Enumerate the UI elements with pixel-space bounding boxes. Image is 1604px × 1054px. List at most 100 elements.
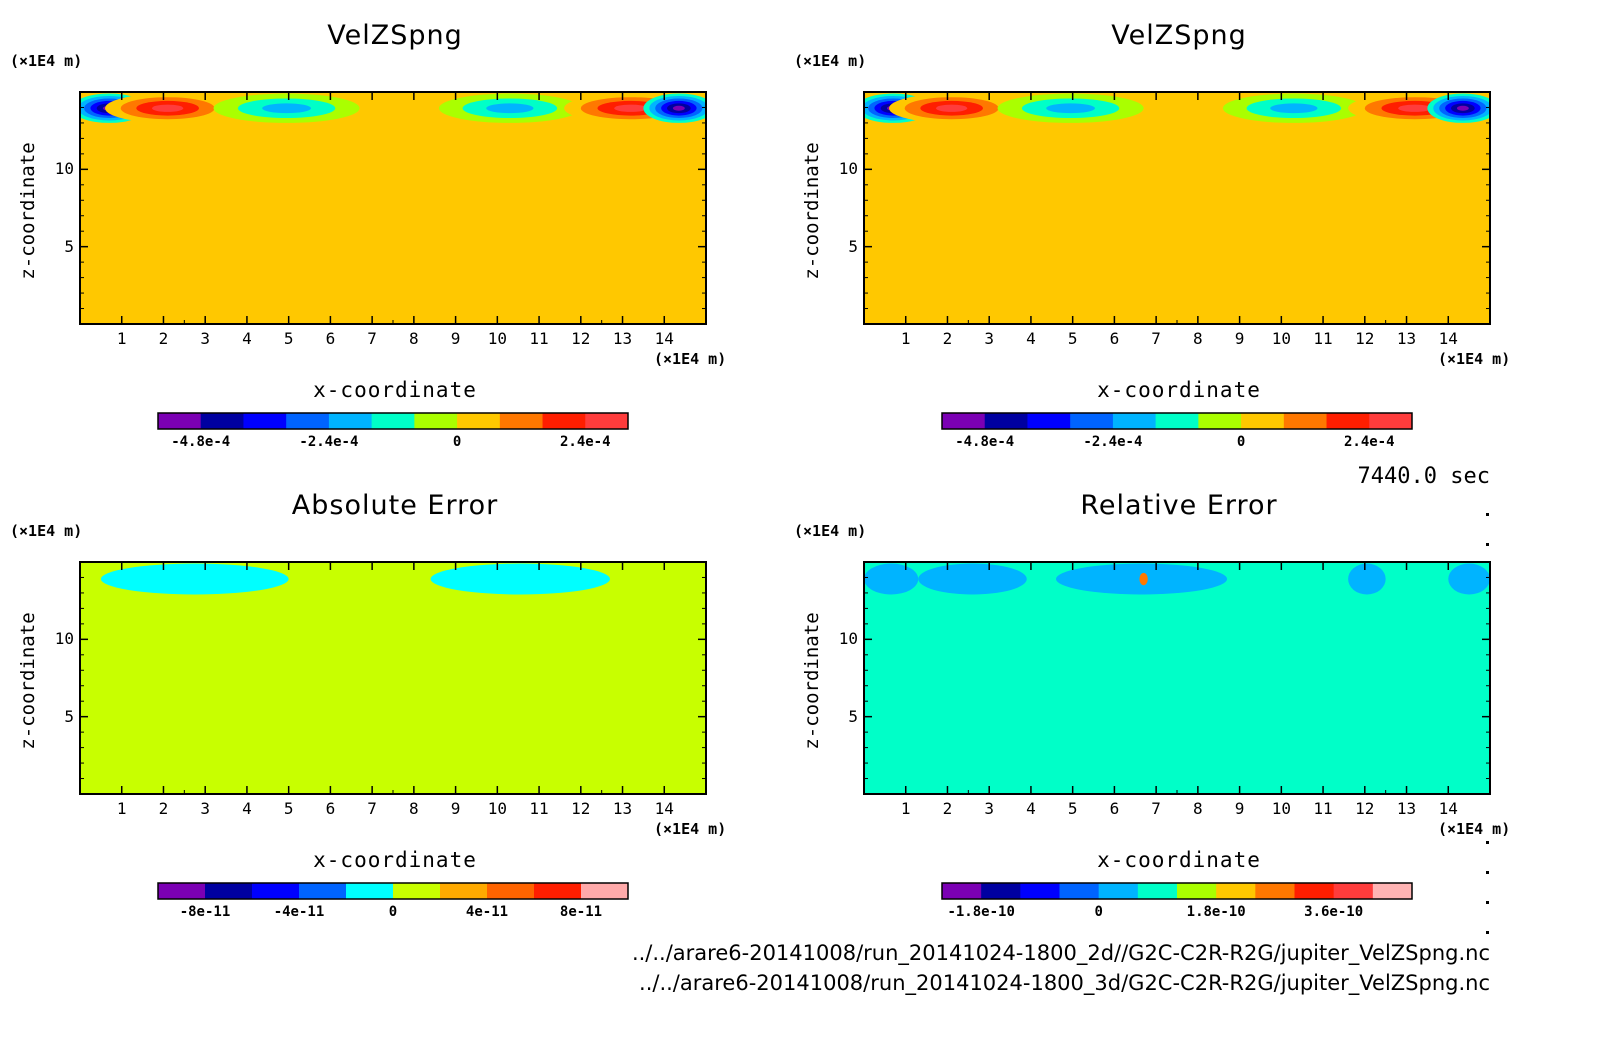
x-tick-label: 14 [654, 799, 674, 818]
x-tick-label: 1 [900, 329, 911, 348]
contour-region [100, 563, 289, 595]
x-tick-label: 2 [942, 329, 953, 348]
x-tick-label: 9 [450, 329, 461, 348]
colorbar-swatch [1333, 883, 1374, 899]
colorbar-swatch [1241, 413, 1285, 429]
colorbar-label: -2.4e-4 [1083, 434, 1143, 450]
colorbar-label: -1.8e-10 [947, 904, 1015, 920]
x-tick-label: 12 [571, 799, 591, 818]
x-axis-label: x-coordinate [1097, 378, 1261, 402]
colorbar-frame [941, 412, 1413, 430]
x-tick-label: 11 [1313, 329, 1333, 348]
colorbar [941, 882, 1413, 900]
colorbar-swatch [1177, 883, 1217, 899]
field-background [864, 562, 1490, 794]
field-background [864, 92, 1490, 324]
colorbar-swatch [205, 883, 253, 899]
x-tick-label: 13 [1396, 799, 1417, 818]
contour-region [486, 103, 534, 114]
x-tick-label: 3 [984, 329, 994, 348]
x-tick-label: 4 [242, 799, 252, 818]
x-tick-label: 5 [1067, 329, 1078, 348]
x-tick-label: 3 [200, 799, 210, 818]
colorbar-swatch [414, 413, 458, 429]
contour-region [1448, 563, 1490, 595]
colorbar-label: 0 [452, 434, 462, 450]
x-unit-label: (×1E4 m) [654, 820, 727, 838]
colorbar-swatch [243, 413, 287, 429]
colorbar-label: 3.6e-10 [1304, 904, 1364, 920]
colorbar-swatch [942, 883, 982, 899]
marker-dot [1486, 841, 1489, 844]
contour-region [614, 104, 648, 112]
y-tick-label: 5 [848, 706, 858, 726]
colorbar-swatch [1098, 883, 1139, 899]
x-tick-label: 14 [654, 329, 674, 348]
field-background [80, 92, 706, 324]
x-tick-label: 3 [200, 329, 210, 348]
contour-region [935, 104, 968, 112]
file-path-2d: ../../arare6-20141008/run_20141024-1800_… [631, 941, 1490, 965]
colorbar-swatch [286, 413, 330, 429]
x-tick-label: 12 [571, 329, 591, 348]
x-tick-label: 11 [529, 799, 549, 818]
plot-area [79, 91, 707, 325]
x-tick-label: 4 [242, 329, 252, 348]
colorbar-swatch [1112, 413, 1157, 429]
colorbar-label: -4.8e-4 [171, 434, 231, 450]
x-tick-label: 4 [1026, 799, 1036, 818]
x-tick-label: 8 [409, 799, 419, 818]
colorbar-swatch [487, 883, 535, 899]
colorbar-swatch [252, 883, 300, 899]
x-tick-label: 12 [1355, 329, 1375, 348]
x-tick-label: 1 [116, 799, 127, 818]
colorbar-swatch [1155, 413, 1199, 429]
x-tick-label: 11 [1313, 799, 1333, 818]
contour-region [430, 563, 611, 595]
x-tick-label: 13 [1396, 329, 1417, 348]
marker-dot [1486, 871, 1489, 874]
colorbar-swatch [1137, 883, 1178, 899]
chart-title: Absolute Error [291, 490, 499, 521]
chart-title: VelZSpng [327, 20, 463, 51]
x-tick-label: 7 [1151, 799, 1161, 818]
x-tick-label: 14 [1438, 799, 1458, 818]
colorbar-swatch [1326, 413, 1370, 429]
colorbar-swatch [1198, 413, 1242, 429]
contour-region [151, 104, 184, 112]
contour-region [918, 563, 1027, 595]
colorbar-swatch [328, 413, 373, 429]
plot-area [863, 91, 1491, 325]
time-label: 7440.0 sec [1357, 464, 1490, 489]
colorbar-frame [941, 882, 1413, 900]
y-tick-label: 10 [838, 629, 858, 649]
colorbar-swatch [1369, 413, 1413, 429]
contour-region [1139, 572, 1148, 586]
colorbar-label: 2.4e-4 [1343, 434, 1395, 450]
colorbar-label: 0 [1094, 904, 1103, 920]
z-unit-label: (×1E4 m) [10, 52, 83, 70]
x-tick-label: 6 [325, 799, 336, 818]
colorbar-swatch [1372, 883, 1413, 899]
x-tick-label: 10 [487, 329, 507, 348]
colorbar-swatch [1294, 883, 1335, 899]
y-axis-label: z-coordinate [17, 612, 39, 750]
colorbar-swatch [981, 883, 1021, 899]
colorbar-label: 0 [388, 904, 398, 920]
marker-dot [1486, 513, 1489, 516]
x-tick-label: 14 [1438, 329, 1458, 348]
x-tick-label: 9 [1234, 799, 1245, 818]
x-tick-label: 8 [1193, 799, 1203, 818]
contour-region [1046, 103, 1095, 114]
x-tick-label: 1 [116, 329, 127, 348]
x-tick-label: 3 [984, 799, 994, 818]
colorbar-swatch [1283, 413, 1328, 429]
colorbar-swatch [371, 413, 415, 429]
colorbar-swatch [1070, 413, 1114, 429]
x-tick-label: 5 [1067, 799, 1078, 818]
y-tick-label: 5 [848, 236, 858, 256]
z-unit-label: (×1E4 m) [794, 522, 867, 540]
colorbar-swatch [1059, 883, 1100, 899]
colorbar-swatch [1255, 883, 1295, 899]
colorbar-swatch [393, 883, 441, 899]
